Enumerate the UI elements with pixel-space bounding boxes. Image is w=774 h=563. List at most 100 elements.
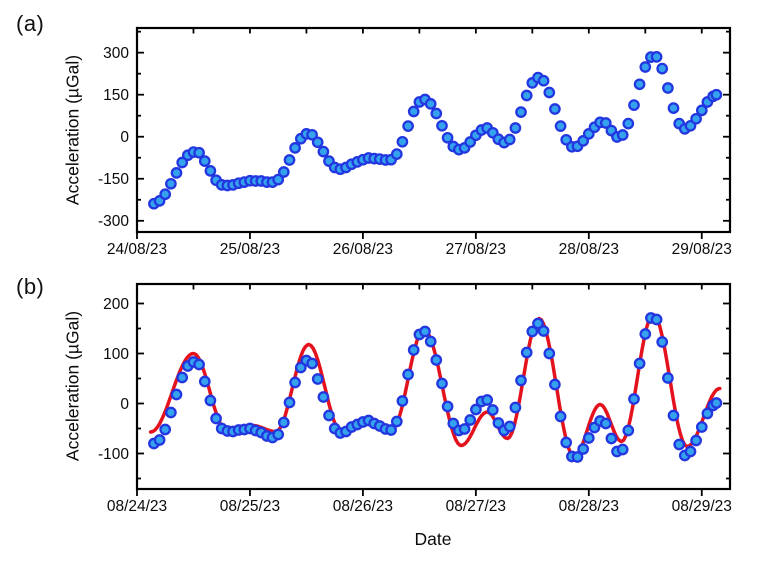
data-point: [204, 165, 217, 177]
data-point: [272, 173, 285, 186]
data-point: [424, 98, 437, 110]
data-point: [520, 89, 533, 102]
data-point: [710, 88, 723, 101]
data-point: [176, 156, 189, 169]
data-point: [667, 102, 680, 114]
data-point: [390, 415, 403, 428]
x-axis-title: Date: [414, 529, 452, 549]
data-point: [277, 416, 290, 429]
data-point: [492, 417, 505, 429]
data-point: [701, 407, 714, 420]
data-point: [390, 148, 403, 160]
data-point: [283, 396, 296, 409]
data-point: [605, 432, 618, 445]
data-point: [306, 128, 318, 141]
data-point: [509, 401, 522, 414]
data-point: [385, 424, 397, 436]
data-point: [554, 410, 567, 423]
measured-acceleration-points: [148, 51, 723, 210]
data-point: [639, 328, 652, 340]
data-point: [311, 373, 324, 385]
data-point: [662, 82, 674, 94]
data-point: [272, 428, 285, 441]
data-point: [650, 313, 663, 326]
data-point: [509, 122, 522, 134]
data-point: [402, 368, 414, 381]
data-point: [695, 104, 708, 117]
data-point: [481, 394, 494, 406]
x-tick-label: 24/08/23: [107, 241, 167, 258]
data-point: [210, 412, 222, 425]
data-point: [317, 145, 330, 158]
data-point: [159, 188, 172, 201]
panel-b-letter: (b): [16, 274, 45, 299]
data-point: [582, 432, 595, 444]
data-point: [515, 106, 527, 118]
data-point: [436, 119, 448, 132]
data-point: [396, 395, 409, 407]
data-point: [277, 166, 290, 178]
panel-a: 300 150 0 -150 -300 24/08/23 25/08/23 26/08/23 2…: [98, 26, 732, 258]
data-point: [633, 78, 646, 91]
panel-a-y-axis-title: Acceleration (µGal): [62, 54, 83, 206]
panel-a-letter: (a): [16, 11, 45, 36]
x-tick-label: 27/08/23: [446, 241, 506, 258]
data-point: [639, 61, 652, 73]
data-point: [419, 325, 431, 338]
y-tick-label: -150: [98, 171, 129, 188]
data-point: [690, 112, 702, 125]
data-point: [436, 377, 448, 390]
data-point: [430, 107, 443, 120]
data-point: [628, 393, 640, 405]
data-point: [650, 51, 663, 63]
data-point: [170, 388, 183, 401]
data-point: [520, 346, 533, 359]
data-point: [503, 420, 516, 433]
data-point: [407, 105, 420, 118]
x-tick-label: 08/24/23: [107, 498, 167, 515]
y-tick-label: 100: [103, 346, 129, 363]
y-tick-label: 150: [103, 87, 129, 104]
data-point: [170, 167, 183, 179]
panel-b: 200 100 0 -100 08/24/23 08/25/23 08/26/23 08/27…: [98, 282, 732, 515]
data-point: [571, 451, 584, 463]
data-point: [710, 397, 723, 409]
x-tick-label: 25/08/23: [220, 241, 280, 258]
data-point: [441, 131, 454, 144]
data-point: [543, 347, 556, 360]
x-tick-label: 08/27/23: [446, 498, 506, 515]
data-point: [165, 406, 177, 419]
data-point: [656, 62, 669, 75]
y-tick-label: -100: [98, 446, 129, 463]
data-point: [543, 86, 556, 99]
data-point: [165, 177, 177, 190]
data-point: [323, 409, 335, 422]
y-tick-label: 0: [120, 396, 129, 413]
y-tick-label: 0: [120, 129, 129, 146]
data-point: [616, 443, 629, 456]
data-point: [622, 424, 635, 437]
data-point: [537, 325, 550, 337]
data-point: [396, 135, 409, 148]
data-point: [684, 445, 697, 458]
data-point: [193, 358, 205, 371]
x-tick-label: 26/08/23: [333, 241, 393, 258]
x-tick-label: 08/29/23: [672, 498, 732, 515]
y-tick-label: -300: [98, 213, 129, 230]
x-tick-label: 08/28/23: [559, 498, 619, 515]
x-tick-label: 08/25/23: [220, 498, 280, 515]
data-point: [599, 417, 612, 430]
data-point: [532, 317, 544, 330]
panel-b-y-axis-title: Acceleration (µGal): [62, 310, 83, 462]
data-point: [662, 372, 674, 384]
data-point: [628, 99, 640, 111]
data-point: [159, 423, 172, 436]
data-point: [560, 436, 573, 449]
axis-box: [135, 282, 732, 491]
data-point: [458, 423, 471, 435]
x-tick-label: 29/08/23: [672, 241, 732, 258]
data-point: [616, 129, 629, 141]
data-point: [667, 409, 680, 422]
